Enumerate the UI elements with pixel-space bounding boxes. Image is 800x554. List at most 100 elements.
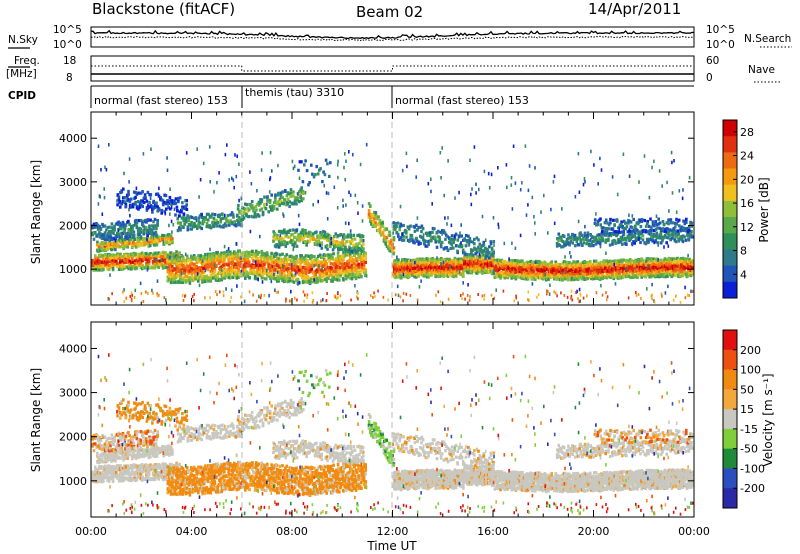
power-cell: [357, 252, 360, 256]
power-cell: [139, 265, 143, 269]
power-cell: [127, 192, 130, 197]
power-cell: [492, 272, 496, 276]
power-cell: [310, 268, 314, 272]
power-cell: [294, 241, 297, 245]
power-cell: [435, 268, 438, 272]
power-cell: [164, 194, 168, 198]
power-cell: [163, 210, 167, 214]
power-cell: [608, 267, 611, 271]
power-cell: [555, 277, 559, 281]
power-cell: [178, 273, 182, 277]
power-cell: [421, 274, 425, 278]
power-cell: [299, 273, 302, 278]
power-cell: [173, 199, 176, 203]
power-cell: [244, 276, 247, 280]
power-cell: [367, 215, 371, 219]
power-cell: [111, 236, 115, 240]
power-cell: [501, 259, 505, 264]
power-cell: [552, 269, 556, 273]
power-cell: [396, 261, 400, 265]
power-cell: [115, 259, 118, 263]
power-cell: [141, 220, 144, 224]
power-cell: [362, 267, 366, 271]
power-cell: [106, 232, 110, 236]
power-cell: [456, 265, 459, 269]
power-cell: [230, 254, 233, 258]
power-cell: [299, 188, 302, 192]
date-title: 14/Apr/2011: [588, 0, 681, 18]
power-cell: [364, 252, 367, 256]
power-cell: [173, 201, 176, 205]
power-cell: [120, 227, 123, 231]
power-cell: [413, 272, 417, 276]
power-cell: [180, 216, 184, 220]
power-cell: [482, 263, 485, 267]
power-cell: [420, 264, 423, 268]
power-cell: [204, 252, 207, 257]
power-cell: [108, 263, 111, 267]
noise-panel-frame: [90, 26, 695, 48]
power-cell: [284, 244, 288, 248]
power-cell: [184, 269, 187, 273]
power-cell: [151, 210, 154, 214]
power-cell: [172, 268, 175, 272]
power-cell: [276, 243, 279, 247]
power-cell: [526, 267, 530, 271]
power-cell: [146, 264, 149, 268]
power-cell: [123, 223, 126, 227]
power-cell: [293, 260, 297, 265]
power-cell: [349, 235, 353, 239]
power-cell: [225, 216, 228, 221]
power-cell: [323, 173, 327, 177]
power-cell: [305, 243, 308, 247]
power-cell: [324, 158, 328, 162]
power-cell: [326, 253, 330, 257]
power-cell: [96, 240, 99, 244]
power-cell: [171, 258, 175, 262]
power-cell: [164, 263, 167, 267]
power-cell: [220, 278, 224, 282]
power-cell: [220, 276, 224, 280]
power-cell: [276, 200, 280, 204]
power-cell: [256, 269, 259, 273]
power-cell: [143, 195, 147, 199]
power-cell: [620, 263, 624, 267]
power-cell: [167, 201, 171, 205]
power-cell: [138, 254, 141, 258]
power-cell: [255, 208, 258, 212]
power-cell: [378, 227, 382, 231]
power-cell: [98, 233, 101, 237]
power-cell: [333, 269, 337, 273]
power-cell: [231, 268, 234, 272]
power-cell: [252, 259, 255, 263]
power-cell: [518, 260, 522, 264]
power-cell: [507, 266, 510, 270]
power-cell: [134, 190, 137, 195]
power-cell: [178, 251, 181, 255]
power-cell: [152, 201, 155, 205]
power-cell: [385, 227, 388, 231]
power-cell: [360, 244, 364, 248]
power-cell: [362, 243, 365, 247]
power-cell: [611, 272, 614, 276]
power-cell: [227, 263, 230, 267]
power-cell: [321, 275, 325, 279]
power-cell: [270, 269, 273, 273]
power-cell: [463, 265, 466, 269]
power-cell: [146, 190, 150, 194]
power-cell: [148, 200, 151, 204]
power-cell: [114, 256, 118, 260]
power-cell: [295, 202, 298, 206]
power-cell: [342, 251, 345, 255]
power-cell: [277, 239, 281, 243]
power-cell: [349, 241, 353, 245]
power-cell: [237, 223, 241, 227]
power-cell: [94, 264, 97, 268]
power-cell: [283, 228, 286, 232]
power-cell: [325, 276, 329, 280]
power-cell: [152, 224, 155, 228]
power-cell: [335, 273, 338, 277]
power-cell: [121, 267, 125, 271]
power-cell: [132, 235, 136, 239]
nsearch-label: N.Search: [744, 33, 791, 45]
